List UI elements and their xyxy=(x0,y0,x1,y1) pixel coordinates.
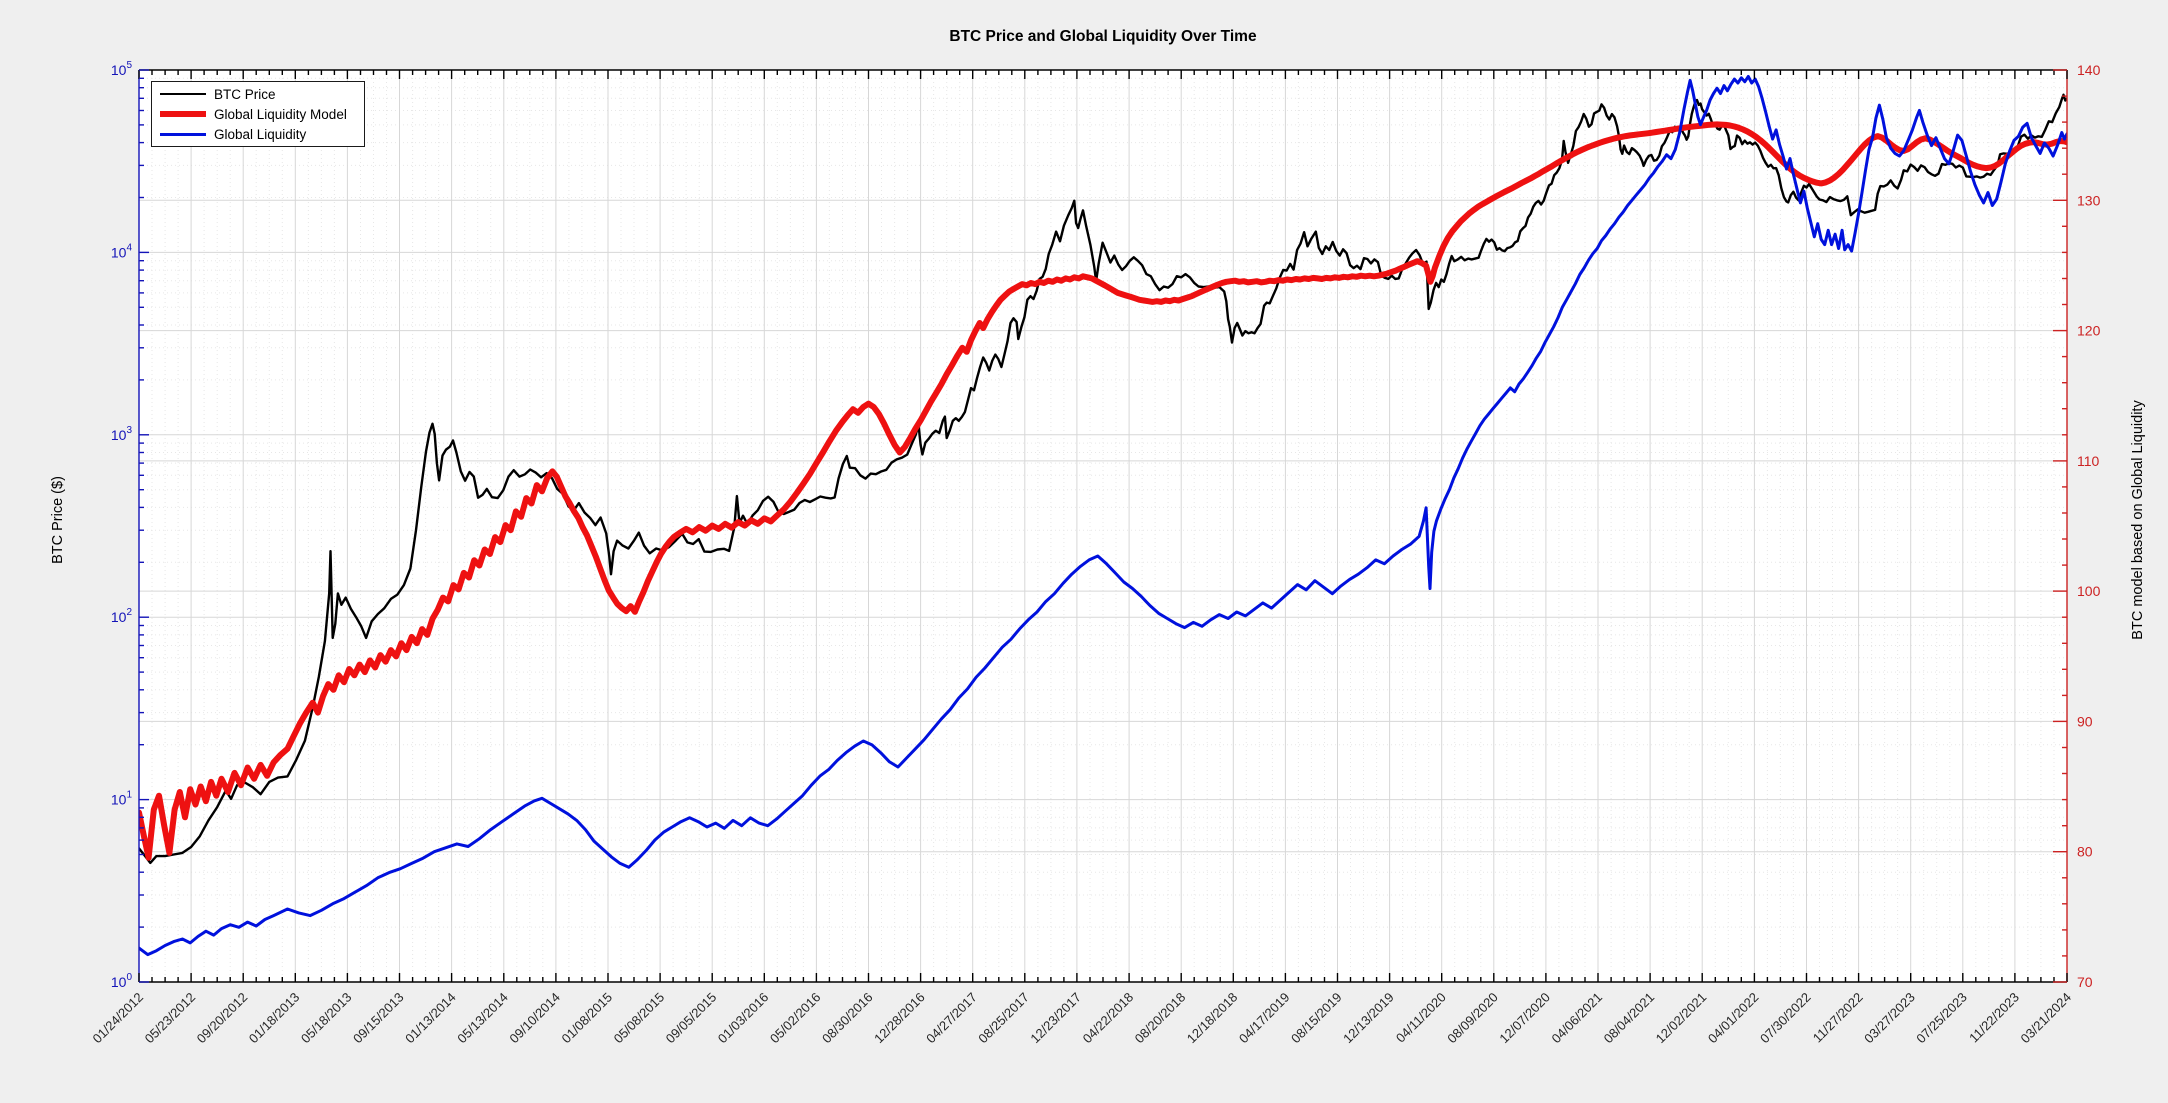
right-tick-label: 130 xyxy=(2077,192,2101,208)
global-liquidity-line-sample xyxy=(160,132,206,136)
right-tick-labels: 70 80 90 100 110 120 130 140 xyxy=(2077,62,2101,990)
left-tick-label: 104 xyxy=(111,242,133,260)
legend: BTC Price Global Liquidity Model Global … xyxy=(151,81,365,147)
legend-label: BTC Price xyxy=(214,86,276,102)
minor-grid xyxy=(139,70,2067,982)
left-tick-label: 102 xyxy=(111,607,133,625)
tick-marks xyxy=(138,69,2068,983)
left-tick-label: 103 xyxy=(111,425,133,443)
series-group xyxy=(139,75,2067,957)
legend-label: Global Liquidity Model xyxy=(214,106,347,122)
right-tick-label: 100 xyxy=(2077,583,2101,599)
series-global-liquidity xyxy=(139,75,2067,957)
right-tick-label: 80 xyxy=(2077,844,2093,860)
legend-item-liquidity-model: Global Liquidity Model xyxy=(152,104,364,124)
left-tick-label: 100 xyxy=(111,972,133,990)
left-axis-label: BTC Price ($) xyxy=(50,476,66,564)
right-tick-label: 70 xyxy=(2077,974,2093,990)
left-tick-label: 105 xyxy=(111,60,133,78)
chart-title: BTC Price and Global Liquidity Over Time xyxy=(949,28,1257,45)
right-tick-label: 120 xyxy=(2077,323,2101,339)
liquidity-model-line-sample xyxy=(160,111,206,117)
series-global-liquidity-model xyxy=(139,121,2067,861)
right-tick-label: 90 xyxy=(2077,713,2093,729)
btc-price-line-sample xyxy=(160,92,206,96)
series-btc-price xyxy=(139,93,2067,865)
legend-item-btc-price: BTC Price xyxy=(152,84,364,104)
left-tick-label: 101 xyxy=(111,790,133,808)
right-axis-label: BTC model based on Global Liquidity xyxy=(2130,400,2146,640)
legend-item-global-liquidity: Global Liquidity xyxy=(152,124,364,144)
right-tick-label: 140 xyxy=(2077,62,2101,78)
left-tick-labels: 100 101 102 103 104 105 xyxy=(111,60,133,990)
legend-label: Global Liquidity xyxy=(214,126,307,142)
right-tick-label: 110 xyxy=(2077,453,2100,469)
